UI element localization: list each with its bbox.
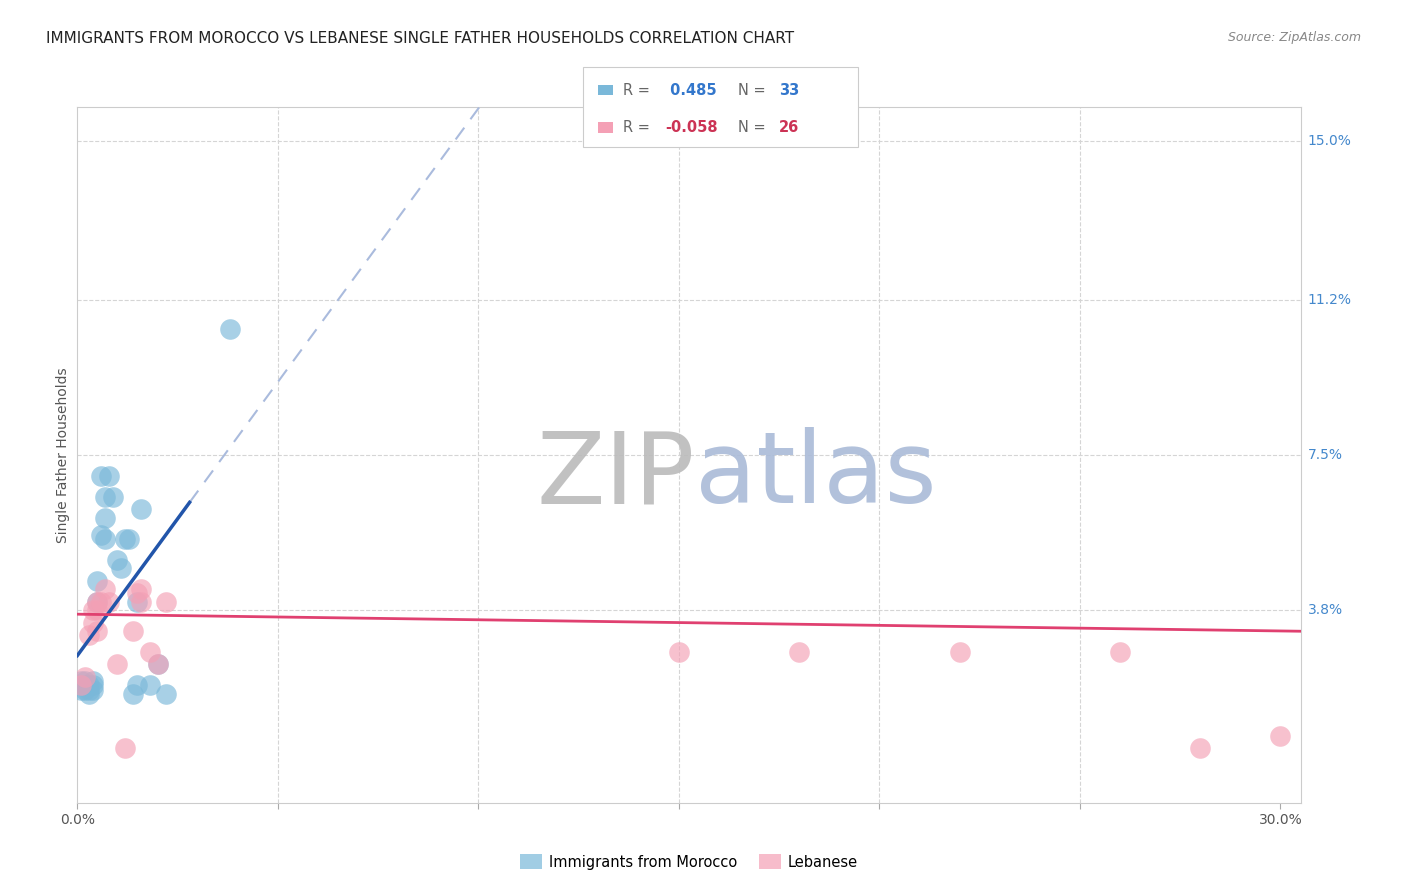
Point	[127, 594, 149, 608]
Point	[131, 594, 153, 608]
Text: 33: 33	[779, 83, 799, 97]
Text: N =: N =	[738, 83, 766, 97]
Point	[82, 603, 104, 617]
Point	[82, 674, 104, 689]
Point	[218, 322, 240, 336]
Point	[94, 532, 117, 546]
Point	[98, 468, 121, 483]
Point	[103, 490, 125, 504]
Point	[86, 603, 108, 617]
Text: -0.058: -0.058	[665, 120, 717, 135]
Point	[155, 687, 177, 701]
Text: N =: N =	[738, 120, 766, 135]
Point	[70, 678, 93, 692]
Text: atlas: atlas	[695, 427, 936, 524]
Point	[75, 678, 97, 692]
Point	[131, 582, 153, 596]
Point	[79, 687, 101, 701]
Point	[75, 670, 97, 684]
Point	[127, 586, 149, 600]
Point	[90, 594, 112, 608]
Point	[138, 645, 160, 659]
Point	[94, 510, 117, 524]
Point	[82, 678, 104, 692]
Point	[131, 502, 153, 516]
Point	[70, 678, 93, 692]
Point	[70, 682, 93, 697]
Point	[1270, 729, 1292, 743]
Point	[155, 594, 177, 608]
Point	[98, 594, 121, 608]
Point	[114, 741, 136, 756]
Point	[668, 645, 690, 659]
Point	[90, 527, 112, 541]
Point	[138, 678, 160, 692]
Point	[86, 624, 108, 638]
Point	[86, 594, 108, 608]
Text: R =: R =	[623, 120, 650, 135]
Point	[122, 624, 145, 638]
Point	[1189, 741, 1212, 756]
Point	[79, 682, 101, 697]
Text: R =: R =	[623, 83, 650, 97]
Text: 7.5%: 7.5%	[1308, 448, 1343, 462]
Point	[146, 657, 169, 672]
Point	[86, 574, 108, 588]
Point	[82, 615, 104, 630]
Text: 3.8%: 3.8%	[1308, 603, 1343, 617]
Point	[75, 674, 97, 689]
Text: 0.485: 0.485	[665, 83, 717, 97]
Point	[1109, 645, 1132, 659]
Text: 26: 26	[779, 120, 799, 135]
Point	[107, 552, 129, 566]
Text: Source: ZipAtlas.com: Source: ZipAtlas.com	[1227, 31, 1361, 45]
Point	[110, 561, 132, 575]
Point	[107, 657, 129, 672]
Point	[127, 678, 149, 692]
Point	[949, 645, 972, 659]
Point	[146, 657, 169, 672]
Point	[122, 687, 145, 701]
Text: ZIP: ZIP	[537, 427, 695, 524]
Y-axis label: Single Father Households: Single Father Households	[56, 368, 70, 542]
Point	[94, 582, 117, 596]
Point	[79, 678, 101, 692]
Text: 11.2%: 11.2%	[1308, 293, 1351, 307]
Point	[70, 674, 93, 689]
Point	[90, 468, 112, 483]
Point	[75, 682, 97, 697]
Text: 15.0%: 15.0%	[1308, 134, 1351, 147]
Legend: Immigrants from Morocco, Lebanese: Immigrants from Morocco, Lebanese	[513, 848, 865, 876]
Point	[79, 628, 101, 642]
Point	[118, 532, 141, 546]
Point	[86, 594, 108, 608]
Text: IMMIGRANTS FROM MOROCCO VS LEBANESE SINGLE FATHER HOUSEHOLDS CORRELATION CHART: IMMIGRANTS FROM MOROCCO VS LEBANESE SING…	[46, 31, 794, 46]
Point	[82, 682, 104, 697]
Point	[787, 645, 810, 659]
Point	[114, 532, 136, 546]
Point	[94, 490, 117, 504]
